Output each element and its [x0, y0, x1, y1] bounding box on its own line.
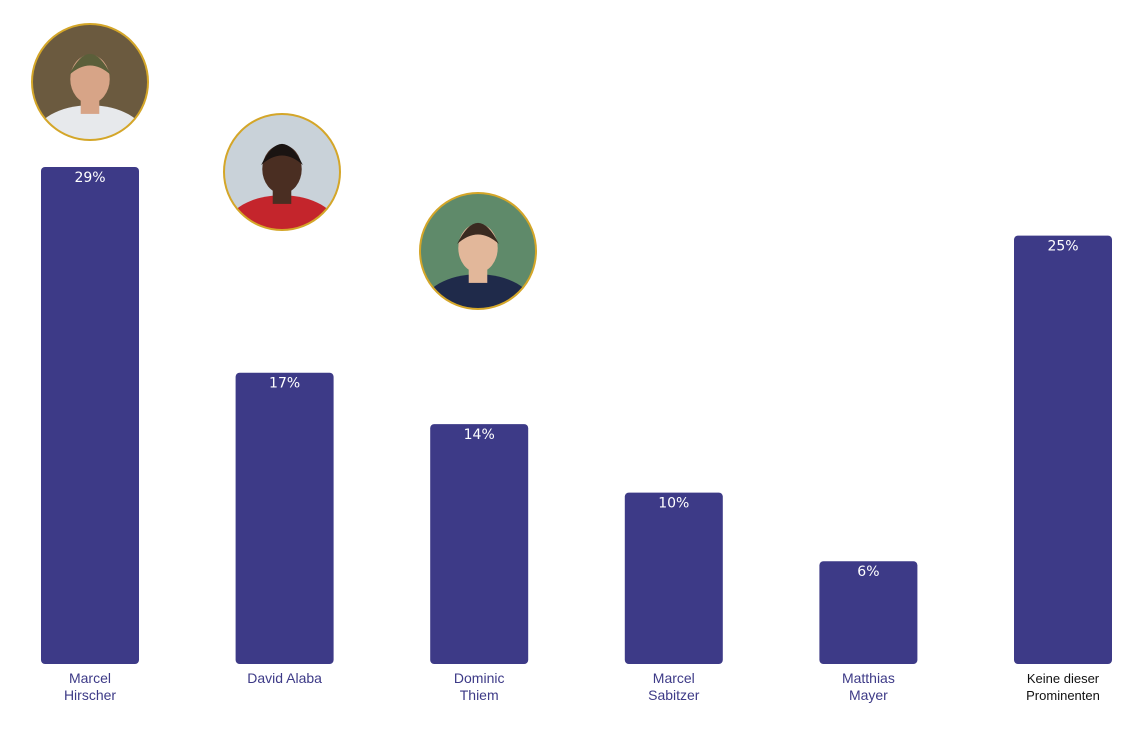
- bar-1: [235, 372, 334, 664]
- value-labels-group: 29% 17% 14% 10% 6% 25%: [74, 170, 1078, 580]
- category-label-2-line-1: Thiem: [460, 687, 499, 703]
- value-label-5: 25%: [1047, 239, 1078, 255]
- value-label-3: 10%: [658, 496, 689, 512]
- category-label-3-line-0: Marcel: [653, 670, 695, 686]
- bar-4: [819, 561, 918, 664]
- category-label-2-line-0: Dominic: [454, 670, 505, 686]
- category-label-0-line-0: Marcel: [69, 670, 111, 686]
- value-label-0: 29%: [74, 170, 105, 186]
- value-label-2: 14%: [464, 427, 495, 443]
- photos-group: [31, 23, 537, 310]
- category-label-5-line-1: Prominenten: [1026, 688, 1100, 703]
- category-label-4-line-1: Mayer: [849, 687, 888, 703]
- bar-3: [624, 492, 723, 664]
- category-label-4-line-0: Matthias: [842, 670, 895, 686]
- bars-group: [41, 167, 1112, 664]
- category-label-1-line-0: David Alaba: [247, 670, 322, 686]
- value-label-1: 17%: [269, 376, 300, 392]
- bar-0: [41, 167, 139, 664]
- dominic-thiem-photo: [419, 192, 537, 310]
- category-label-0-line-1: Hirscher: [64, 687, 116, 703]
- marcel-hirscher-photo: [31, 23, 149, 141]
- value-label-4: 6%: [857, 564, 879, 580]
- david-alaba-photo: [223, 113, 341, 231]
- category-label-3-line-1: Sabitzer: [648, 687, 700, 703]
- bar-5: [1014, 235, 1112, 664]
- category-label-5-line-0: Keine dieser: [1027, 671, 1100, 686]
- bar-2: [430, 424, 529, 664]
